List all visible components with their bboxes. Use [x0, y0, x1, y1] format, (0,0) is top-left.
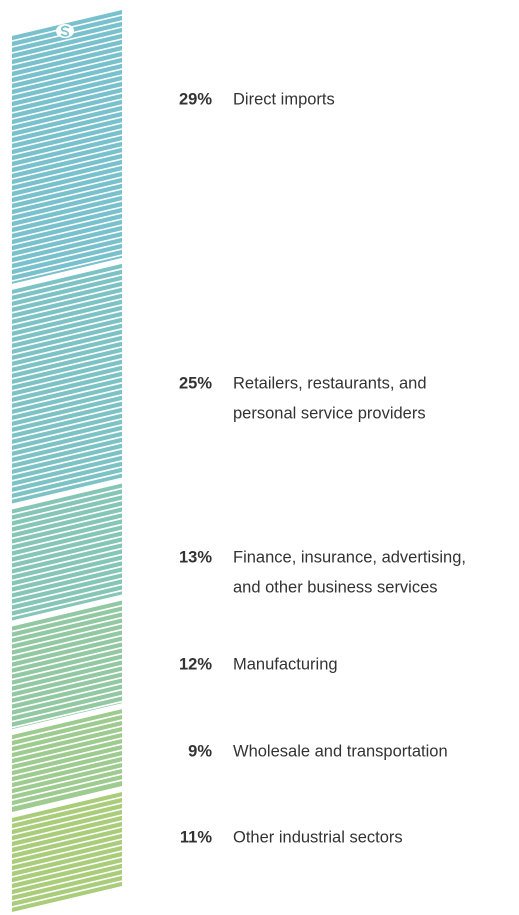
- category-label: personal service providers: [233, 404, 426, 422]
- chart: 29% Direct imports 25% Retailers, restauran…: [0, 0, 519, 915]
- percent-label: 11%: [180, 828, 212, 846]
- percent-label: 25%: [179, 374, 212, 392]
- percent-label: 12%: [179, 655, 212, 673]
- bill-segment: [12, 10, 122, 284]
- category-label: Finance, insurance, advertising,: [233, 548, 466, 566]
- percent-label: 29%: [179, 90, 212, 108]
- percent-label: 13%: [179, 548, 212, 566]
- category-label: Other industrial sectors: [233, 828, 403, 846]
- category-label: and other business services: [233, 578, 438, 596]
- category-label: Direct imports: [233, 90, 335, 108]
- category-label: Wholesale and transportation: [233, 742, 448, 760]
- category-label: Retailers, restaurants, and: [233, 374, 427, 392]
- percent-label: 9%: [188, 742, 212, 760]
- bill-segment: [12, 601, 122, 730]
- category-label: Manufacturing: [233, 655, 338, 673]
